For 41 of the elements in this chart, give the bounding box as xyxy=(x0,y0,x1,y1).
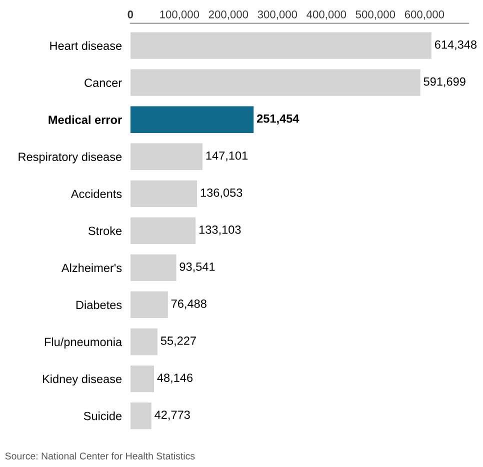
data-label: 76,488 xyxy=(171,300,206,310)
bar xyxy=(130,32,432,59)
y-tick-label: Diabetes xyxy=(76,300,122,310)
x-tick-label: 0 xyxy=(128,10,134,18)
bar xyxy=(130,402,152,430)
x-tick-label: 500,000 xyxy=(356,10,396,20)
x-tick-label: 600,000 xyxy=(404,10,444,20)
source-note: Source: National Center for Health Statistics xyxy=(5,452,195,460)
data-label: 591,699 xyxy=(424,77,466,88)
bar xyxy=(130,143,202,170)
bar xyxy=(130,180,198,207)
data-label: 614,348 xyxy=(434,40,477,50)
data-label: 42,773 xyxy=(154,410,190,420)
bar xyxy=(130,291,168,318)
y-tick-label: Respiratory disease xyxy=(18,152,122,164)
data-label: 147,101 xyxy=(206,151,248,162)
y-tick-label: Heart disease xyxy=(50,41,122,50)
y-tick-label: Stroke xyxy=(88,226,122,236)
y-tick-label: Cancer xyxy=(84,78,122,87)
x-tick-label: 300,000 xyxy=(258,10,298,20)
bar xyxy=(130,69,420,96)
bar xyxy=(130,365,154,392)
y-tick-label: Alzheimer's xyxy=(61,263,122,272)
bar xyxy=(130,328,158,356)
y-tick-label: Medical error xyxy=(48,115,122,124)
y-tick-label: Suicide xyxy=(84,412,122,420)
y-tick-label: Kidney disease xyxy=(42,374,122,386)
x-tick-label: 200,000 xyxy=(208,10,248,20)
bar xyxy=(130,254,176,282)
bar xyxy=(130,106,254,133)
bar xyxy=(130,217,196,244)
data-label: 48,146 xyxy=(157,374,193,384)
x-tick-label: 100,000 xyxy=(160,10,200,20)
data-label: 55,227 xyxy=(160,336,196,346)
data-label: 136,053 xyxy=(200,188,242,198)
y-tick-label: Accidents xyxy=(70,189,122,198)
data-label: 251,454 xyxy=(256,114,300,124)
data-label: 133,103 xyxy=(199,225,241,236)
y-tick-label: Flu/pneumonia xyxy=(44,337,122,348)
data-label: 93,541 xyxy=(180,262,215,272)
x-tick-label: 400,000 xyxy=(306,10,346,20)
